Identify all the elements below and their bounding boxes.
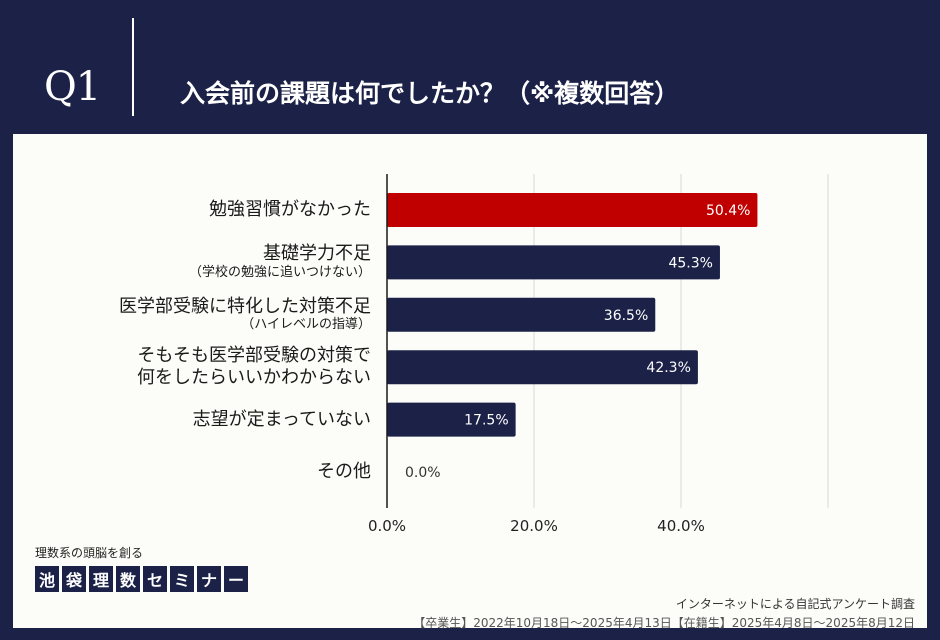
header-divider [132, 18, 134, 116]
category-label: 勉強習慣がなかった [209, 199, 371, 221]
logo-char: ー [224, 566, 248, 592]
bar [387, 350, 698, 385]
bar [387, 297, 656, 332]
question-number: Q1 [44, 64, 101, 110]
x-tick-label: 20.0% [510, 517, 558, 534]
category-label-main: その他 [317, 461, 371, 482]
logo-char: 理 [89, 566, 113, 592]
logo-char: 池 [35, 566, 59, 592]
category-label-main: 医学部受験に特化した対策不足 [119, 295, 371, 317]
category-label-main: 勉強習慣がなかった [209, 199, 371, 220]
bar-value-label: 45.3% [668, 255, 712, 271]
source-period: 【卒業生】2022年10月18日～2025年4月13日【在籍生】2025年4月8… [413, 616, 915, 630]
bar-value-label: 36.5% [604, 308, 648, 324]
logo-char: ミ [170, 566, 194, 592]
x-tick-label: 0.0% [368, 517, 406, 534]
bar-value-label: 17.5% [464, 413, 508, 429]
category-label-sub: （ハイレベルの指導） [241, 317, 371, 333]
logo-tagline: 理数系の頭脳を創る [35, 546, 144, 560]
chart-panel: 50.4% 45.3% 36.5% 42.3% 17.5% 0.0% 0.0% 20.0% 40… [13, 134, 927, 630]
category-label-main: 志望が定まっていない [192, 408, 371, 430]
logo: 池袋理数セミナー [35, 566, 248, 592]
bar-value-label: 42.3% [646, 360, 690, 376]
category-label-main: そもそも医学部受験の対策で [137, 345, 371, 367]
category-label: 基礎学力不足 （学校の勉強に追いつけない） [189, 243, 371, 280]
header: Q1 入会前の課題は何でしたか？（※複数回答） [0, 0, 940, 134]
x-tick-label: 40.0% [657, 517, 705, 534]
question-title: 入会前の課題は何でしたか？（※複数回答） [180, 79, 680, 108]
bar [387, 402, 516, 437]
source-method: インターネットによる自記式アンケート調査 [675, 597, 915, 611]
logo-char: 数 [116, 566, 140, 592]
category-label: 医学部受験に特化した対策不足 （ハイレベルの指導） [119, 296, 371, 333]
bar-chart: 50.4% 45.3% 36.5% 42.3% 17.5% 0.0% 0.0% 20.0% 40… [368, 174, 829, 534]
category-label: そもそも医学部受験の対策で 何をしたらいいかわからない [137, 345, 371, 388]
category-label-sub: 何をしたらいいかわからない [137, 366, 371, 388]
category-label: 志望が定まっていない [193, 409, 371, 431]
bar-value-label: 0.0% [405, 465, 441, 481]
category-label: その他 [317, 461, 371, 483]
category-label-main: 基礎学力不足 [263, 243, 371, 265]
bar [387, 245, 720, 280]
logo-char: 袋 [62, 566, 86, 592]
logo-char: セ [143, 566, 167, 592]
bar-value-label: 50.4% [706, 203, 750, 219]
bar [387, 193, 758, 227]
category-label-sub: （学校の勉強に追いつけない） [188, 264, 371, 280]
logo-char: ナ [197, 566, 221, 592]
